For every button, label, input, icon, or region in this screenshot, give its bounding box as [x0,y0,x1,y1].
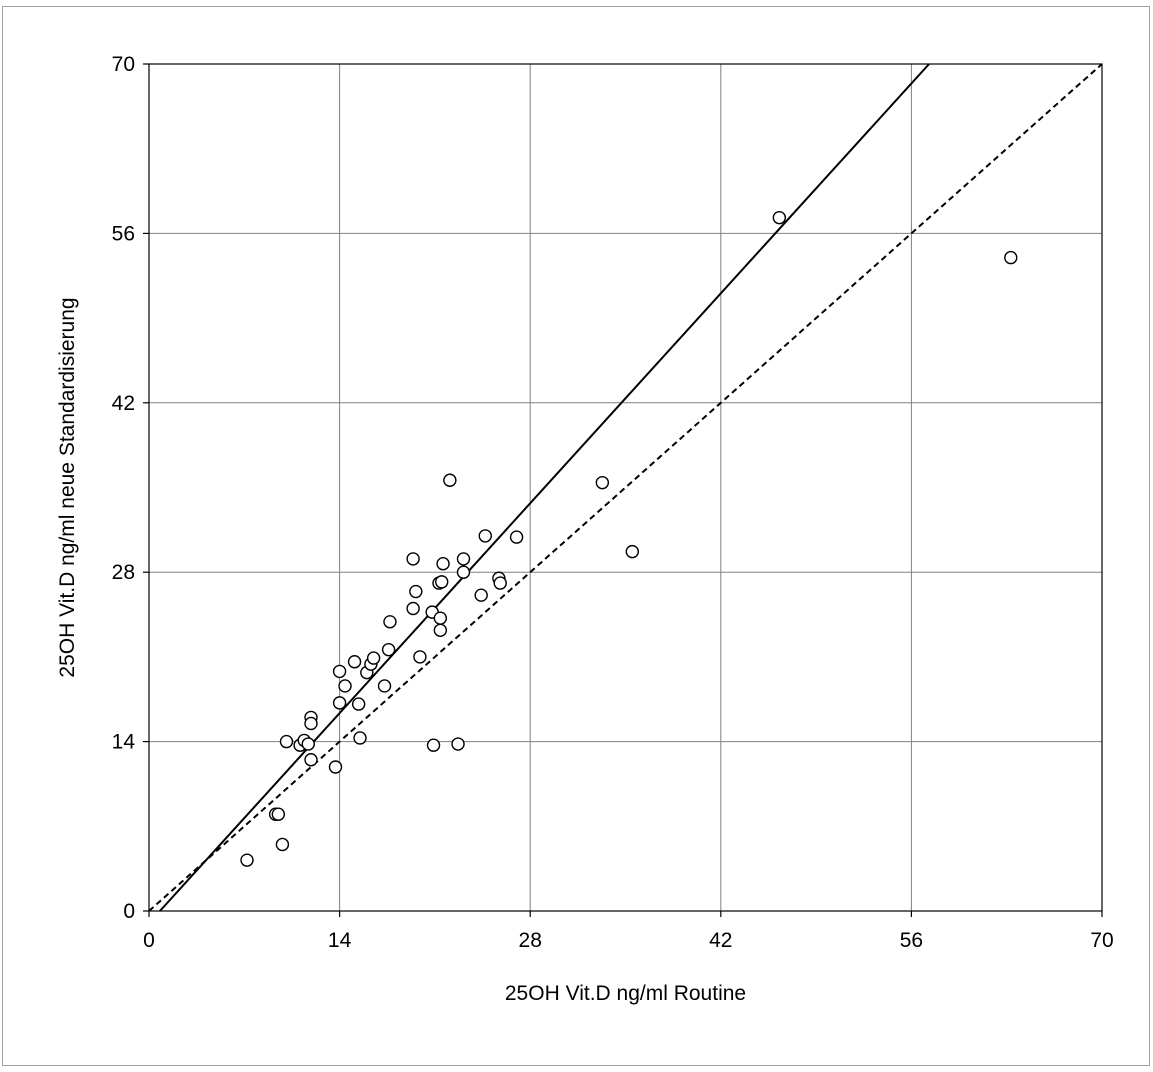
y-tick-label: 70 [112,53,135,76]
plot-area-border [148,63,1103,912]
y-tick-label: 28 [112,561,135,584]
data-point [332,664,347,679]
data-point [383,615,397,629]
y-axis-label: 25OH Vit.D ng/ml neue Standardisierung [56,297,79,677]
data-points [240,210,1018,867]
x-tick-label: 28 [519,929,542,952]
data-point [433,623,448,637]
data-point [381,642,396,657]
x-tick-label: 70 [1090,929,1113,952]
data-point [304,753,318,767]
data-point [328,760,343,774]
regression-line [159,64,930,911]
data-point [271,807,286,821]
data-point [275,837,290,852]
data-point [625,544,640,559]
data-point [433,611,448,625]
data-point [772,210,787,225]
x-axis-ticks: 0 14 28 42 56 70 [143,911,1114,952]
data-point [474,588,488,602]
data-point [301,737,315,751]
data-point [409,584,423,599]
y-tick-label: 14 [112,731,136,754]
data-point [456,565,471,579]
data-point [304,716,318,731]
data-point [279,734,294,749]
data-point [406,552,420,566]
x-tick-label: 0 [143,929,155,952]
x-axis-label: 25OH Vit.D ng/ml Routine [505,982,746,1005]
x-tick-label: 42 [709,929,732,952]
data-point [406,601,420,616]
data-point [351,697,366,711]
data-point [595,475,610,490]
data-point [413,650,427,664]
y-tick-label: 56 [112,222,135,245]
chart-frame [2,6,1150,1066]
identity-line [149,64,1102,911]
data-point [478,529,492,543]
y-tick-label: 0 [123,900,135,923]
data-point [338,679,352,693]
data-point [509,530,524,544]
y-axis-ticks: 0 14 28 42 56 70 [112,53,149,923]
data-point [1004,250,1018,265]
data-point [240,853,254,867]
y-tick-label: 42 [112,392,135,415]
data-point [377,679,392,693]
x-tick-label: 56 [900,929,923,952]
x-tick-label: 14 [328,929,352,952]
data-point [493,576,507,590]
data-point [366,651,381,665]
data-point [435,575,449,589]
data-point [353,731,367,745]
data-point [347,655,362,669]
data-point [332,696,347,710]
trend-lines [149,64,1102,911]
data-point [426,738,441,752]
data-point [456,552,471,566]
data-point [451,737,465,751]
data-point [443,473,457,487]
data-point [436,557,450,571]
